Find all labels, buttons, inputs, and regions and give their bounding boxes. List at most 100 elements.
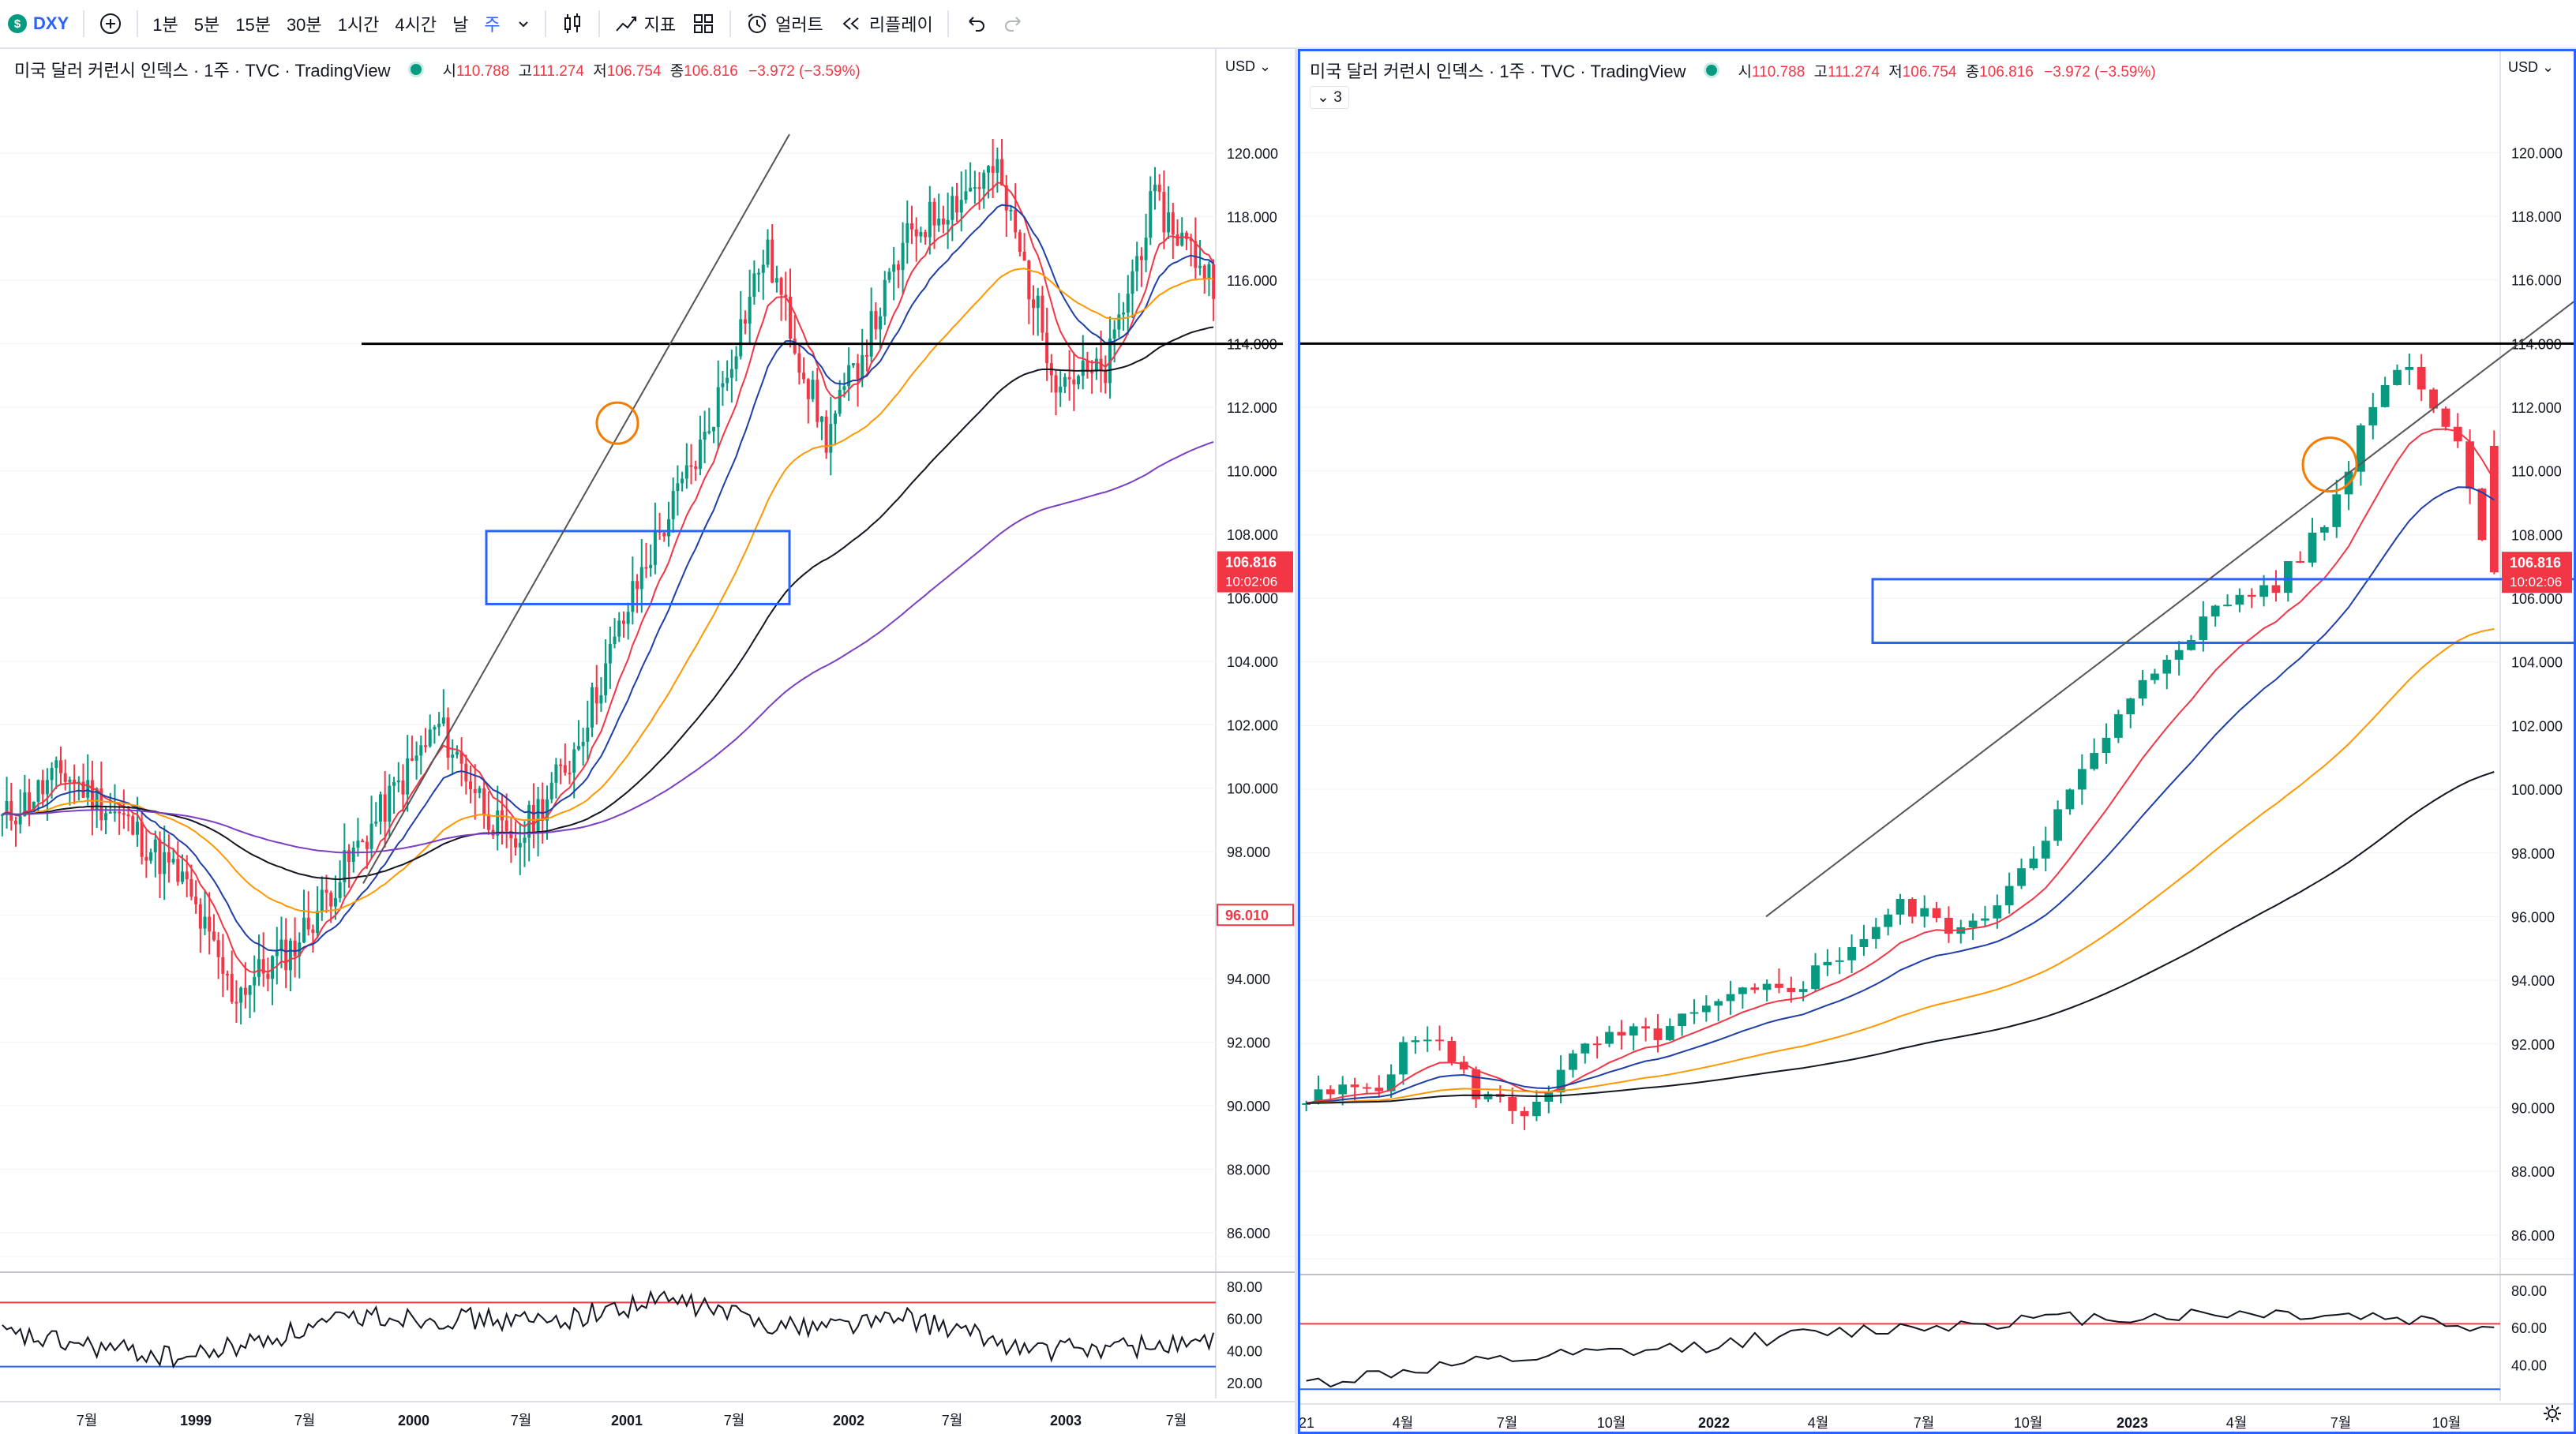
moving-average-line <box>2 326 1214 881</box>
interval-5m[interactable]: 5분 <box>193 15 220 35</box>
candle-body <box>275 951 279 957</box>
candle-body <box>906 223 909 243</box>
indicators-button[interactable]: 지표 <box>606 0 684 47</box>
candle-body <box>824 416 828 453</box>
candle-body <box>793 339 797 354</box>
price-tick-label: 100.000 <box>1227 781 1278 797</box>
candle-body <box>1045 332 1049 364</box>
candle-body <box>1678 1013 1687 1027</box>
chart-pane-right[interactable]: 120.000118.000116.000114.000112.000110.0… <box>1298 49 2576 1434</box>
candle-body <box>414 755 418 761</box>
candle-body <box>712 426 716 432</box>
candle-body <box>320 889 324 912</box>
close-key: 종 <box>1965 63 1980 80</box>
candle-body <box>1350 1084 1359 1088</box>
replay-button[interactable]: 리플레이 <box>831 0 941 47</box>
legend-title: 미국 달러 커런시 인덱스 · 1주 · TVC · TradingView <box>14 61 391 80</box>
currency-selector[interactable]: USD ⌄ <box>2508 59 2555 75</box>
candle-body <box>271 956 275 979</box>
pane-divider[interactable] <box>1295 49 1298 1434</box>
candle-body <box>563 765 567 773</box>
time-axis-label: 10월 <box>1597 1415 1626 1431</box>
open-value: 110.788 <box>1752 63 1805 80</box>
collapse-indicators-button[interactable]: ⌄ 3 <box>1310 86 1349 109</box>
candle-body <box>118 811 122 814</box>
price-tick-label: 102.000 <box>1227 717 1278 733</box>
low-value: 106.754 <box>1902 63 1957 80</box>
candle-body <box>437 723 441 728</box>
candle-body <box>959 200 963 213</box>
interval-30m[interactable]: 30분 <box>286 15 322 35</box>
price-tick-label: 90.000 <box>2511 1100 2555 1116</box>
candle-body <box>212 931 216 941</box>
price-tick-label: 110.000 <box>2511 464 2562 480</box>
candle-body <box>816 380 819 422</box>
candle-body <box>153 839 157 852</box>
candle-body <box>2320 526 2329 533</box>
highlight-circle <box>2301 436 2358 493</box>
candle-body <box>829 424 833 453</box>
candle-body <box>1811 965 1820 990</box>
candle-body <box>1131 271 1134 294</box>
close-value: 106.816 <box>1979 63 2034 80</box>
alert-label: 얼러트 <box>775 15 823 35</box>
high-value: 111.274 <box>532 62 584 80</box>
candle-body <box>982 172 986 189</box>
candle-body <box>68 779 72 782</box>
candle-body <box>681 478 684 484</box>
candle-body <box>279 939 283 952</box>
candle-body <box>1907 899 1917 917</box>
candle-body <box>469 781 473 789</box>
candle-body <box>2259 585 2268 597</box>
candle-body <box>1314 1089 1323 1103</box>
candle-body <box>901 242 905 271</box>
redo-button[interactable] <box>995 0 1034 47</box>
symbol-search[interactable]: $ DXY <box>0 0 77 47</box>
interval-15m[interactable]: 15분 <box>235 15 271 35</box>
candle-body <box>694 466 698 470</box>
candle-body <box>28 792 32 811</box>
candle-body <box>811 380 815 399</box>
chart-canvas-right[interactable]: 120.000118.000116.000114.000112.000110.0… <box>1300 51 2574 1432</box>
alert-button[interactable]: 얼러트 <box>737 0 831 47</box>
candle-body <box>158 839 162 874</box>
candle-body <box>2126 698 2135 715</box>
candle-body <box>1423 1039 1432 1042</box>
candle-body <box>1459 1061 1468 1070</box>
candle-body <box>1117 314 1121 330</box>
interval-week[interactable]: 주 <box>484 15 501 35</box>
interval-1h[interactable]: 1시간 <box>337 15 380 35</box>
price-tick-label: 120.000 <box>2511 145 2563 161</box>
candle-body <box>1775 983 1783 988</box>
candle-body <box>716 387 720 427</box>
candle-body <box>482 788 486 814</box>
add-symbol-button[interactable] <box>91 0 130 47</box>
interval-4h[interactable]: 4시간 <box>395 15 437 35</box>
candle-body <box>779 278 783 295</box>
moving-average-line <box>2 204 1214 953</box>
currency-selector[interactable]: USD ⌄ <box>1225 58 1272 74</box>
candle-body <box>684 465 688 479</box>
chart-canvas-left[interactable]: 120.000118.000116.000114.000112.000110.0… <box>0 49 1295 1434</box>
support-zone-box <box>485 530 791 605</box>
interval-dropdown[interactable] <box>508 0 538 47</box>
candle-body <box>374 822 378 824</box>
interval-1m[interactable]: 1분 <box>152 15 178 35</box>
layouts-button[interactable] <box>684 0 723 47</box>
rsi-tick-label: 40.00 <box>1227 1343 1262 1359</box>
market-status-icon <box>1703 62 1719 78</box>
rsi-line <box>2 1290 1215 1369</box>
price-tick-label: 86.000 <box>1227 1226 1270 1241</box>
candle-body <box>1689 1012 1699 1014</box>
candle-body <box>851 363 855 365</box>
chart-type-button[interactable] <box>553 0 592 47</box>
candle-body <box>969 187 973 192</box>
interval-day[interactable]: 날 <box>452 15 469 35</box>
settings-gear-icon[interactable] <box>2541 1402 2563 1425</box>
undo-button[interactable] <box>955 0 995 47</box>
candle-body <box>2308 532 2317 563</box>
candle-body <box>509 830 513 839</box>
candle-body <box>1081 360 1085 376</box>
chart-pane-left[interactable]: 120.000118.000116.000114.000112.000110.0… <box>0 49 1295 1434</box>
candle-body <box>13 820 17 825</box>
